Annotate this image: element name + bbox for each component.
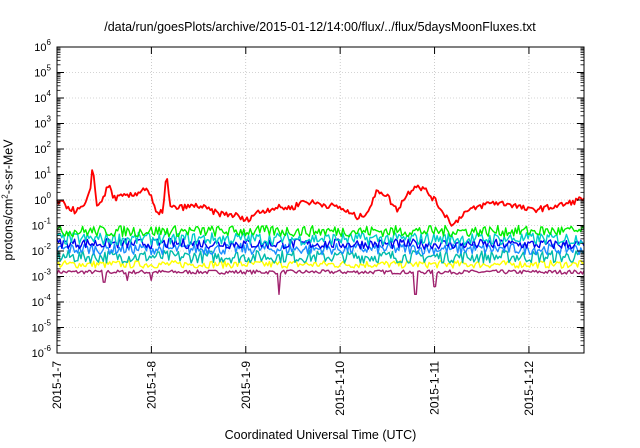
x-tick-label: 2015-1-10 bbox=[333, 361, 347, 416]
x-axis-label: Coordinated Universal Time (UTC) bbox=[224, 428, 417, 442]
y-tick-label: 10-4 bbox=[32, 293, 52, 309]
x-tick-label: 2015-1-11 bbox=[428, 361, 442, 415]
y-axis-label-suffix: -s-sr-MeV bbox=[1, 139, 16, 195]
y-tick-label: 102 bbox=[34, 140, 51, 156]
x-axis-ticks: 2015-1-7 2015-1-8 2015-1-9 2015-1-10 2015-1-… bbox=[50, 47, 536, 416]
y-tick-label: 10-6 bbox=[32, 344, 52, 360]
y-tick-label: 10-2 bbox=[32, 242, 52, 258]
y-axis-label-prefix: protons/cm bbox=[1, 198, 16, 261]
flux-series-line bbox=[56, 169, 585, 227]
flux-series-line bbox=[56, 249, 585, 264]
x-tick-label: 2015-1-8 bbox=[144, 361, 158, 409]
flux-series-line bbox=[56, 259, 585, 269]
y-tick-label: 10-5 bbox=[32, 319, 52, 335]
flux-series-line bbox=[56, 224, 585, 238]
y-tick-label: 101 bbox=[34, 166, 51, 182]
x-tick-label: 2015-1-9 bbox=[239, 361, 253, 409]
y-tick-label: 10-3 bbox=[32, 268, 52, 284]
x-tick-label: 2015-1-7 bbox=[50, 361, 64, 409]
y-tick-label: 105 bbox=[34, 64, 51, 80]
flux-series-line bbox=[56, 231, 585, 246]
series-layer bbox=[56, 169, 585, 295]
y-tick-label: 104 bbox=[34, 89, 51, 105]
y-tick-label: 106 bbox=[34, 38, 51, 54]
y-tick-label: 10-1 bbox=[32, 217, 52, 233]
x-tick-label: 2015-1-12 bbox=[522, 361, 536, 416]
flux-series-line bbox=[56, 237, 585, 250]
grid-lines bbox=[57, 47, 584, 353]
chart-title: /data/run/goesPlots/archive/2015-01-12/1… bbox=[104, 20, 536, 34]
y-tick-label: 100 bbox=[34, 191, 51, 207]
flux-series-line bbox=[56, 269, 585, 295]
y-tick-label: 103 bbox=[34, 115, 51, 131]
y-axis-ticks: 10-6 10-5 10-4 10-3 10-2 10-1 100 101 102 103 104 1… bbox=[32, 38, 584, 360]
y-axis-label-superscript: 2 bbox=[0, 194, 10, 199]
